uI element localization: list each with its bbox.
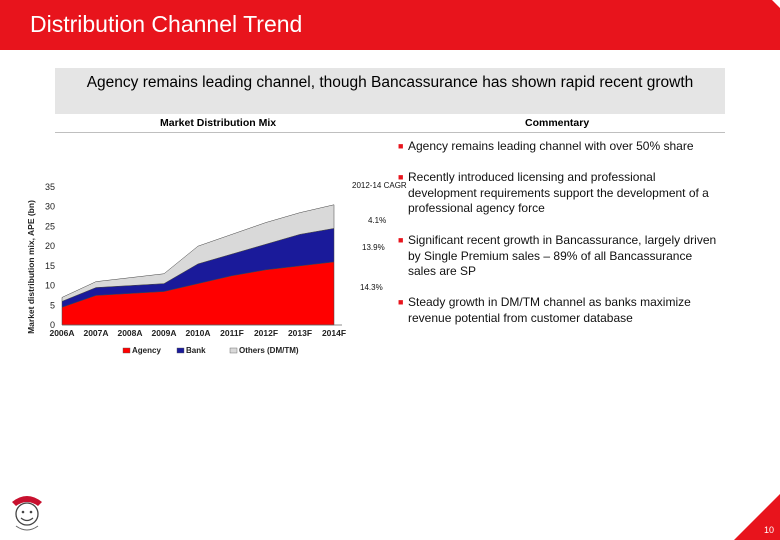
- y-tick-label: 0: [50, 320, 55, 330]
- page-title: Distribution Channel Trend: [30, 11, 303, 37]
- legend-swatch: [229, 347, 238, 354]
- x-tick-label: 2009A: [151, 328, 176, 338]
- x-tick-label: 2014F: [322, 328, 346, 338]
- column-heading-right: Commentary: [525, 117, 590, 129]
- bullet-square-icon: ■: [398, 172, 404, 182]
- footer-corner: [734, 494, 780, 540]
- y-tick-label: 30: [45, 202, 55, 212]
- commentary-bullet-2: ■ Recently introduced licensing and prof…: [398, 170, 709, 215]
- y-tick-label: 15: [45, 261, 55, 271]
- legend-label: Others (DM/TM): [239, 346, 299, 355]
- x-tick-label: 2007A: [83, 328, 108, 338]
- distribution-chart: Market distribution mix, APE (bn) 0 5 10 15…: [26, 182, 346, 355]
- x-tick-label: 2013F: [288, 328, 312, 338]
- bullet-square-icon: ■: [398, 141, 404, 151]
- commentary-bullet-3: ■ Significant recent growth in Bancassur…: [398, 233, 717, 278]
- cagr-others: 4.1%: [368, 216, 387, 225]
- x-tick-label: 2010A: [185, 328, 210, 338]
- header-notch: [772, 0, 780, 8]
- y-tick-label: 5: [50, 300, 55, 310]
- legend-label: Bank: [186, 346, 206, 355]
- commentary-bullet-4: ■ Steady growth in DM/TM channel as bank…: [398, 295, 691, 325]
- page-number: 10: [763, 525, 774, 535]
- y-tick-label: 10: [45, 281, 55, 291]
- mascot-logo-icon: [12, 496, 42, 531]
- bullet-square-icon: ■: [398, 235, 404, 245]
- headline-banner: Agency remains leading channel, though B…: [55, 68, 725, 114]
- cagr-label: 2012-14 CAGR: [352, 181, 407, 190]
- column-heading-left: Market Distribution Mix: [160, 117, 277, 129]
- legend-swatch: [176, 347, 185, 354]
- y-axis-title: Market distribution mix, APE (bn): [26, 200, 36, 334]
- x-tick-label: 2008A: [117, 328, 142, 338]
- cagr-agency: 14.3%: [360, 283, 383, 292]
- area-others-dm-tm: [61, 204, 335, 302]
- y-tick-label: 20: [45, 241, 55, 251]
- commentary-bullet-1: ■ Agency remains leading channel with ov…: [398, 139, 694, 153]
- legend-label: Agency: [132, 346, 161, 355]
- y-tick-label: 35: [45, 182, 55, 192]
- cagr-bank: 13.9%: [362, 243, 385, 252]
- legend-swatch: [122, 347, 131, 354]
- header-bar: Distribution Channel Trend: [0, 0, 780, 50]
- x-tick-label: 2011F: [220, 328, 244, 338]
- x-tick-label: 2006A: [49, 328, 74, 338]
- y-tick-label: 25: [45, 221, 55, 231]
- bullet-square-icon: ■: [398, 297, 404, 307]
- x-tick-label: 2012F: [254, 328, 278, 338]
- heading-rule: [55, 132, 725, 133]
